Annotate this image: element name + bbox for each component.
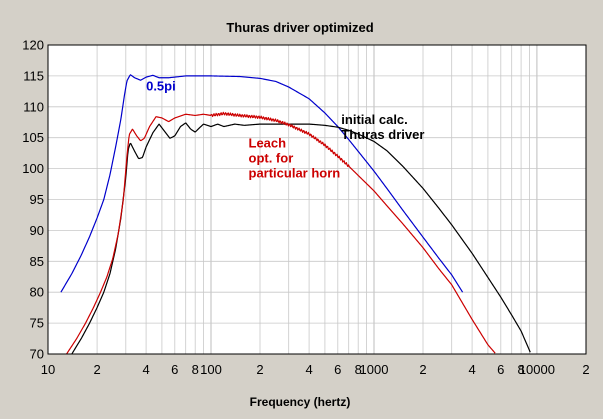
annotation-line: 0.5pi (146, 79, 176, 94)
x-tick-label: 4 (468, 362, 475, 377)
y-tick-label: 75 (30, 316, 44, 331)
y-tick-label: 80 (30, 285, 44, 300)
x-tick-label: 2 (419, 362, 426, 377)
annotation-line: initial calc. (341, 112, 407, 127)
x-tick-label: 1000 (360, 362, 389, 377)
annotation-line: opt. for (249, 151, 294, 166)
x-tick-label: 4 (142, 362, 149, 377)
x-tick-label: 10000 (519, 362, 555, 377)
annotation-line: particular horn (249, 166, 341, 181)
x-tick-label: 2 (256, 362, 263, 377)
x-tick-label: 2 (93, 362, 100, 377)
x-tick-label: 4 (305, 362, 312, 377)
x-tick-label: 2 (582, 362, 589, 377)
annotation-line: Thuras driver (341, 127, 424, 142)
y-tick-label: 85 (30, 254, 44, 269)
y-tick-label: 95 (30, 192, 44, 207)
plot-border (47, 44, 587, 355)
x-tick-label: 100 (200, 362, 222, 377)
annotation-0: 0.5pi (146, 79, 176, 94)
x-tick-label: 10 (41, 362, 55, 377)
x-tick-label: 8 (517, 362, 524, 377)
y-tick-label: 105 (22, 130, 44, 145)
y-tick-label: 115 (23, 68, 44, 83)
series-line-0 (60, 74, 464, 293)
x-tick-label: 8 (355, 362, 362, 377)
y-tick-label: 70 (30, 347, 44, 362)
chart-title: Thuras driver optimized (226, 20, 373, 35)
series-line-2 (66, 111, 496, 355)
series-layer (60, 74, 531, 355)
annotation-1: initial calc. Thuras driver (341, 112, 424, 142)
x-axis-label: Frequency (hertz) (250, 395, 351, 409)
x-tick-label: 8 (192, 362, 199, 377)
x-tick-label: 6 (334, 362, 341, 377)
x-tick-label: 6 (171, 362, 178, 377)
y-tick-label: 110 (23, 99, 44, 114)
grid-lines (48, 45, 586, 354)
series-line-1 (71, 122, 531, 355)
annotation-2: Leach opt. for particular horn (249, 136, 341, 181)
y-tick-label: 100 (22, 161, 44, 176)
x-tick-label: 6 (497, 362, 504, 377)
annotation-line: Leach (249, 136, 287, 151)
y-tick-label: 90 (30, 223, 44, 238)
y-tick-label: 120 (22, 38, 44, 53)
